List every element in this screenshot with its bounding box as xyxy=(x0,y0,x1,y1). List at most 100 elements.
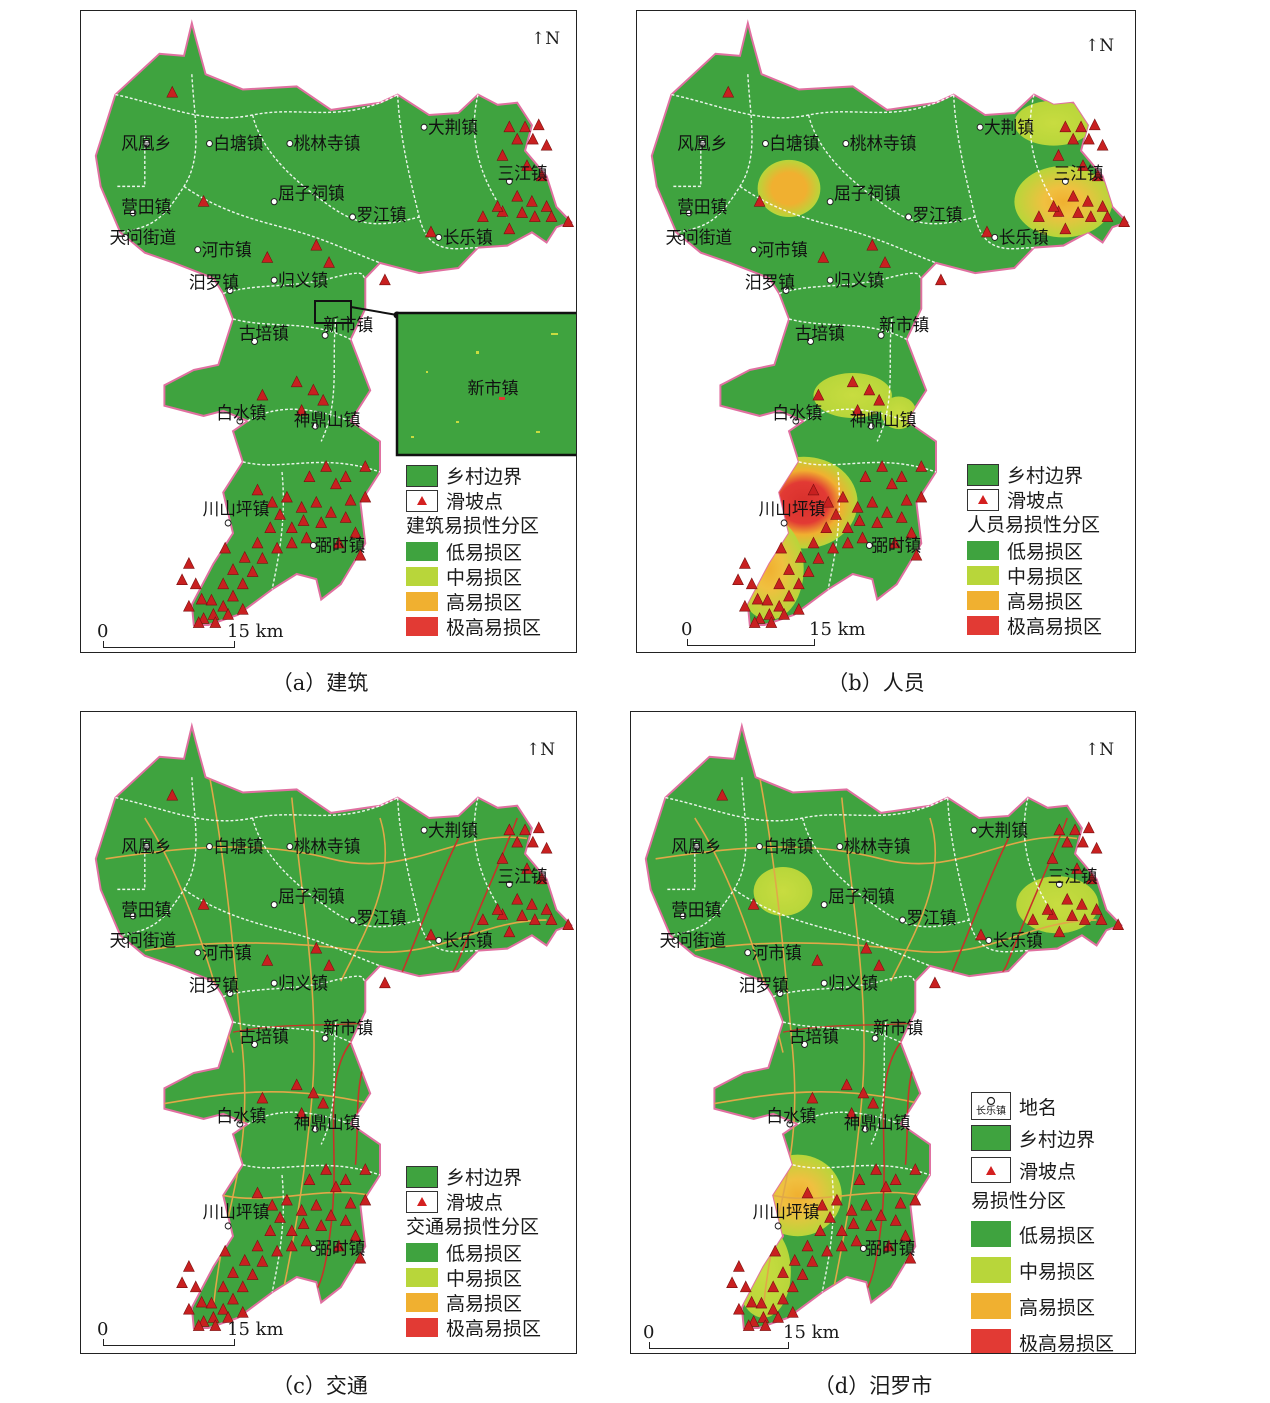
north-arrow-icon: ↑ xyxy=(526,740,541,760)
town-marker: 桃林寺镇 xyxy=(836,837,910,858)
town-marker: 白塘镇 xyxy=(762,134,819,155)
town-marker: 营田镇 xyxy=(671,901,721,921)
town-marker: 白水镇 xyxy=(766,1107,816,1128)
town-marker: 白水镇 xyxy=(772,404,822,425)
town-circle-icon xyxy=(224,1222,232,1230)
town-marker: 屈子祠镇 xyxy=(270,887,345,909)
town-marker: 屈子祠镇 xyxy=(270,184,345,206)
town-label: 神鼎山镇 xyxy=(850,411,917,431)
town-label: 神鼎山镇 xyxy=(294,411,361,431)
town-marker: 长乐镇 xyxy=(435,931,493,952)
town-marker: 汨罗镇 xyxy=(745,273,795,295)
town-label: 营田镇 xyxy=(121,198,171,218)
panel-c: 风凰乡 白塘镇 桃林寺镇 大荆镇 三江镇 营田镇 屈子祠镇 罗江镇 长乐镇 天问街道 河市镇 汨罗镇 归… xyxy=(80,711,577,1354)
town-marker: 大荆镇 xyxy=(970,821,1028,841)
north-arrow: ↑N xyxy=(531,29,561,49)
town-marker: 罗江镇 xyxy=(905,206,962,226)
town-label: 天问街道 xyxy=(666,228,733,248)
caption-d: （d）汨罗市 xyxy=(813,1374,933,1398)
town-marker: 汨罗镇 xyxy=(739,976,789,998)
town-circle-icon xyxy=(143,139,151,148)
town-marker: 神鼎山镇 xyxy=(844,1114,911,1134)
town-label: 弼时镇 xyxy=(865,1239,915,1259)
town-circle-icon xyxy=(744,949,752,957)
town-label: 屈子祠镇 xyxy=(278,184,345,204)
town-circle-icon xyxy=(774,1222,782,1230)
caption-c: （c）交通 xyxy=(272,1374,368,1398)
legend-a: 乡村边界 滑坡点 建筑易损性分区 低易损区 中易损区 高易损区 极高易损区 xyxy=(406,464,542,639)
town-marker: 营田镇 xyxy=(121,198,171,218)
red-triangle-icon xyxy=(406,1190,438,1213)
town-marker: 神鼎山镇 xyxy=(850,411,917,431)
town-marker: 罗江镇 xyxy=(349,909,406,929)
north-arrow: ↑N xyxy=(1085,740,1115,760)
town-label: 汨罗镇 xyxy=(745,273,795,293)
landslide-point xyxy=(183,557,195,569)
town-circle-icon xyxy=(750,246,758,254)
town-circle-icon xyxy=(820,901,828,909)
town-marker: 天问街道 xyxy=(666,228,733,248)
inset-locator xyxy=(314,300,352,324)
town-marker: 长乐镇 xyxy=(985,931,1043,952)
legend-title: 建筑易损性分区 xyxy=(406,515,540,537)
town-label: 川山坪镇 xyxy=(203,1203,270,1223)
town-circle-icon xyxy=(976,123,984,131)
town-marker: 罗江镇 xyxy=(349,206,406,226)
town-marker: 弼时镇 xyxy=(309,536,365,557)
north-arrow-icon: ↑ xyxy=(531,29,546,49)
village-boundary-icon xyxy=(406,464,438,487)
town-label: 营田镇 xyxy=(121,901,171,921)
town-marker: 新市镇 xyxy=(871,1019,923,1042)
town-circle-icon xyxy=(671,936,679,944)
town-label: 营田镇 xyxy=(677,198,727,218)
town-circle-icon xyxy=(206,842,213,851)
town-label: 白水镇 xyxy=(216,1107,266,1127)
town-label: 三江镇 xyxy=(1048,867,1098,887)
town-circle-icon: 长乐镇 xyxy=(971,1092,1011,1120)
town-marker: 神鼎山镇 xyxy=(294,1114,361,1134)
town-label: 新市镇 xyxy=(323,316,373,336)
town-label: 风凰乡 xyxy=(671,837,721,857)
legend-title: 人员易损性分区 xyxy=(967,514,1101,536)
town-circle-icon xyxy=(842,139,850,148)
town-marker: 归义镇 xyxy=(820,974,878,994)
town-circle-icon xyxy=(776,989,784,998)
town-label: 桃林寺镇 xyxy=(294,134,361,154)
town-circle-icon xyxy=(236,417,244,425)
town-label: 罗江镇 xyxy=(912,206,962,226)
town-marker: 天问街道 xyxy=(110,931,177,951)
landslide-point xyxy=(190,1280,202,1293)
town-circle-icon xyxy=(792,417,800,425)
town-label: 汨罗镇 xyxy=(189,273,239,293)
town-circle-icon xyxy=(420,123,428,131)
town-circle-icon xyxy=(143,842,151,851)
town-circle-icon xyxy=(685,209,693,217)
town-label: 白塘镇 xyxy=(769,134,819,154)
town-label: 长乐镇 xyxy=(999,228,1049,248)
town-label: 川山坪镇 xyxy=(203,500,270,520)
town-circle-icon xyxy=(877,331,885,339)
town-marker: 弼时镇 xyxy=(865,536,921,557)
town-circle-icon xyxy=(435,233,443,241)
town-label: 归义镇 xyxy=(834,271,884,291)
town-label: 新市镇 xyxy=(323,1019,373,1039)
town-label: 风凰乡 xyxy=(121,837,171,857)
town-marker: 川山坪镇 xyxy=(203,1203,270,1230)
town-circle-icon xyxy=(321,1034,329,1042)
panel-b: 风凰乡 白塘镇 桃林寺镇 大荆镇 三江镇 营田镇 屈子祠镇 罗江镇 长乐镇 天问街道 河市镇 汨罗镇 归… xyxy=(636,10,1136,653)
town-marker: 三江镇 xyxy=(498,867,548,888)
landslide-point xyxy=(190,577,202,590)
landslide-point xyxy=(176,573,188,586)
town-label: 古培镇 xyxy=(789,1027,839,1047)
town-circle-icon xyxy=(782,286,790,295)
inset-map: 新市镇 xyxy=(395,311,576,457)
town-circle-icon xyxy=(251,1040,258,1049)
town-circle-icon xyxy=(226,286,234,295)
town-circle-icon xyxy=(826,276,834,284)
town-label: 河市镇 xyxy=(758,240,808,260)
town-label: 天问街道 xyxy=(110,228,177,248)
town-label: 屈子祠镇 xyxy=(828,887,895,907)
inset-leader xyxy=(350,306,398,316)
town-label: 白水镇 xyxy=(766,1107,816,1127)
